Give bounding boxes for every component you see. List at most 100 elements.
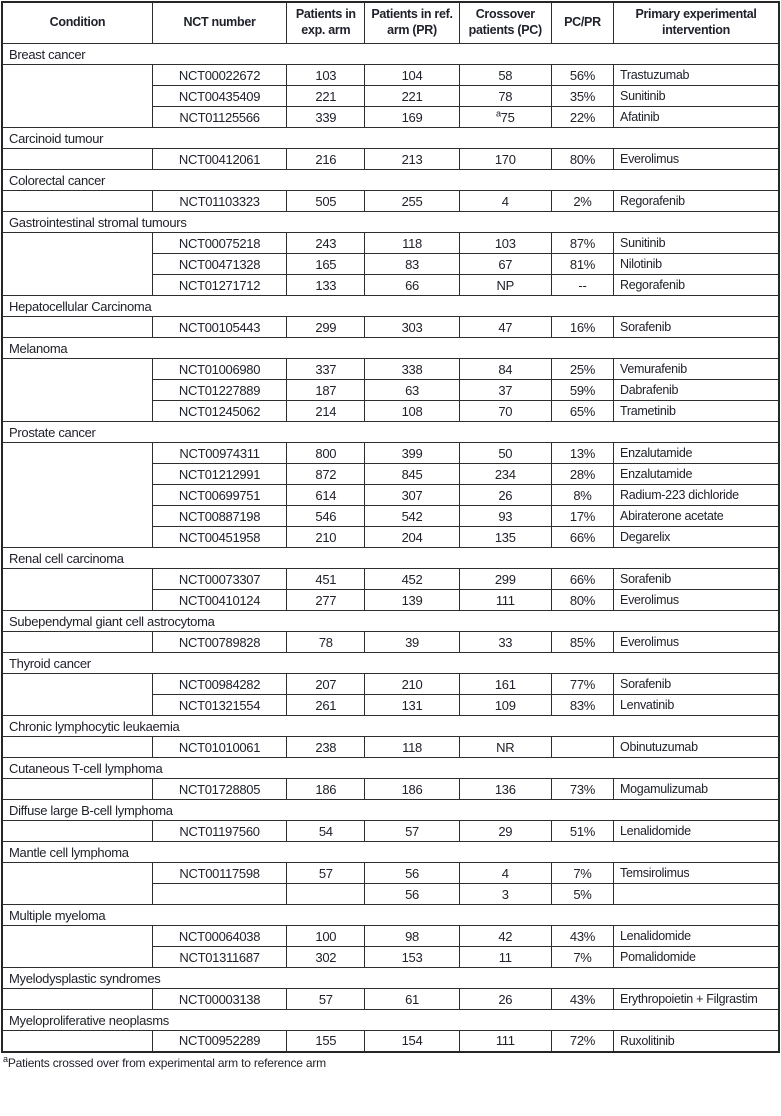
nct-number-cell: NCT01728805 xyxy=(151,778,288,800)
condition-group-label: Myelodysplastic syndromes xyxy=(1,967,780,989)
crossover-patients-cell: 33 xyxy=(458,631,552,653)
page: Condition NCT number Patients in exp. ar… xyxy=(1,1,780,1070)
intervention-cell: Trastuzumab xyxy=(613,64,780,86)
pc-pr-cell: 43% xyxy=(550,925,615,947)
trial-row: NCT01321554 261 131 109 83% Lenvatinib xyxy=(2,694,780,716)
column-header-patients-ref: Patients in ref. arm (PR) xyxy=(364,1,460,44)
nct-number-cell: NCT00974311 xyxy=(151,442,288,464)
patients-ref-arm-cell: 307 xyxy=(364,484,460,506)
intervention-cell: Lenalidomide xyxy=(613,925,780,947)
patients-exp-arm-cell: 339 xyxy=(286,106,366,128)
intervention-cell: Sorafenib xyxy=(613,316,780,338)
patients-ref-arm-cell: 186 xyxy=(364,778,460,800)
crossover-patients-cell: 161 xyxy=(458,673,552,695)
crossover-patients-cell: 234 xyxy=(458,463,552,485)
condition-group-row: Colorectal cancer xyxy=(1,169,780,191)
nct-number-cell: NCT01010061 xyxy=(151,736,288,758)
patients-exp-arm-cell: 221 xyxy=(286,85,366,107)
crossover-patients-cell: NR xyxy=(458,736,552,758)
crossover-patients-cell: 299 xyxy=(458,568,552,590)
intervention-cell: Vemurafenib xyxy=(613,358,780,380)
pc-pr-cell: 80% xyxy=(550,148,615,170)
condition-group-row: Hepatocellular Carcinoma xyxy=(1,295,780,317)
patients-exp-arm-cell: 277 xyxy=(286,589,366,611)
nct-number-cell: NCT00022672 xyxy=(151,64,288,86)
patients-ref-arm-cell: 169 xyxy=(364,106,460,128)
pc-pr-cell: 13% xyxy=(550,442,615,464)
intervention-cell: Afatinib xyxy=(613,106,780,128)
patients-exp-arm-cell: 155 xyxy=(286,1030,366,1052)
nct-number-cell: NCT01311687 xyxy=(151,946,288,968)
patients-ref-arm-cell: 104 xyxy=(364,64,460,86)
intervention-cell: Sunitinib xyxy=(613,85,780,107)
condition-group-row: Cutaneous T-cell lymphoma xyxy=(1,757,780,779)
pc-pr-cell: 80% xyxy=(550,589,615,611)
nct-number-cell: NCT01321554 xyxy=(151,694,288,716)
intervention-cell: Sorafenib xyxy=(613,568,780,590)
nct-number-cell: NCT01227889 xyxy=(151,379,288,401)
intervention-cell: Lenalidomide xyxy=(613,820,780,842)
table-body: Breast cancer NCT00022672 103 104 58 56% Trast… xyxy=(1,43,780,1052)
patients-exp-arm-cell: 614 xyxy=(286,484,366,506)
pc-pr-cell: 43% xyxy=(550,988,615,1010)
trial-row: NCT00022672 103 104 58 56% Trastuzumab xyxy=(1,64,780,128)
intervention-cell: Sunitinib xyxy=(613,232,780,254)
condition-spacer-cell xyxy=(1,988,153,1010)
patients-ref-arm-cell: 39 xyxy=(364,631,460,653)
patients-ref-arm-cell: 845 xyxy=(364,463,460,485)
nct-number-cell: NCT01197560 xyxy=(151,820,288,842)
crossover-patients-cell: 109 xyxy=(458,694,552,716)
table-header: Condition NCT number Patients in exp. ar… xyxy=(1,1,780,44)
patients-exp-arm-cell: 187 xyxy=(286,379,366,401)
patients-ref-arm-cell: 61 xyxy=(364,988,460,1010)
condition-group-label: Hepatocellular Carcinoma xyxy=(1,295,780,317)
crossover-patients-cell: 111 xyxy=(458,1030,552,1052)
condition-spacer-cell xyxy=(1,925,153,968)
intervention-cell: Abiraterone acetate xyxy=(613,505,780,527)
patients-ref-arm-cell: 98 xyxy=(364,925,460,947)
patients-exp-arm-cell: 214 xyxy=(286,400,366,422)
patients-exp-arm-cell: 133 xyxy=(286,274,366,296)
nct-number-cell: NCT00435409 xyxy=(151,85,288,107)
condition-group-row: Myeloproliferative neoplasms xyxy=(1,1009,780,1031)
condition-group-row: Diffuse large B-cell lymphoma xyxy=(1,799,780,821)
nct-number-cell xyxy=(151,883,288,905)
patients-ref-arm-cell: 56 xyxy=(364,883,460,905)
pc-pr-cell: 56% xyxy=(550,64,615,86)
condition-group-label: Renal cell carcinoma xyxy=(1,547,780,569)
condition-spacer-cell xyxy=(1,232,153,296)
nct-number-cell: NCT00073307 xyxy=(151,568,288,590)
column-header-crossover: Crossover patients (PC) xyxy=(458,1,552,44)
crossover-patients-cell: 84 xyxy=(458,358,552,380)
nct-number-cell: NCT00471328 xyxy=(151,253,288,275)
condition-group-row: Thyroid cancer xyxy=(1,652,780,674)
condition-group-label: Chronic lymphocytic leukaemia xyxy=(1,715,780,737)
pc-pr-cell: 17% xyxy=(550,505,615,527)
crossover-patients-cell: 4 xyxy=(458,190,552,212)
condition-spacer-cell xyxy=(1,862,153,905)
pc-pr-cell: 66% xyxy=(550,568,615,590)
pc-pr-cell: 5% xyxy=(550,883,615,905)
intervention-cell: Ruxolitinib xyxy=(613,1030,780,1052)
intervention-cell: Enzalutamide xyxy=(613,442,780,464)
intervention-cell: Lenvatinib xyxy=(613,694,780,716)
patients-exp-arm-cell: 207 xyxy=(286,673,366,695)
pc-pr-cell: 28% xyxy=(550,463,615,485)
crossover-patients-cell: 26 xyxy=(458,988,552,1010)
crossover-patients-cell: 103 xyxy=(458,232,552,254)
column-header-pc-pr: PC/PR xyxy=(550,1,615,44)
patients-ref-arm-cell: 338 xyxy=(364,358,460,380)
nct-number-cell: NCT01271712 xyxy=(151,274,288,296)
condition-spacer-cell xyxy=(1,148,153,170)
condition-group-row: Melanoma xyxy=(1,337,780,359)
condition-spacer-cell xyxy=(1,820,153,842)
condition-group-row: Prostate cancer xyxy=(1,421,780,443)
trial-row: NCT00952289 155 154 111 72% Ruxolitinib xyxy=(1,1030,780,1052)
nct-number-cell: NCT00952289 xyxy=(151,1030,288,1052)
patients-ref-arm-cell: 56 xyxy=(364,862,460,884)
trial-row: NCT01271712 133 66 NP -- Regorafenib xyxy=(2,274,780,296)
pc-pr-cell: -- xyxy=(550,274,615,296)
condition-spacer-cell xyxy=(1,631,153,653)
condition-group-row: Myelodysplastic syndromes xyxy=(1,967,780,989)
patients-ref-arm-cell: 255 xyxy=(364,190,460,212)
